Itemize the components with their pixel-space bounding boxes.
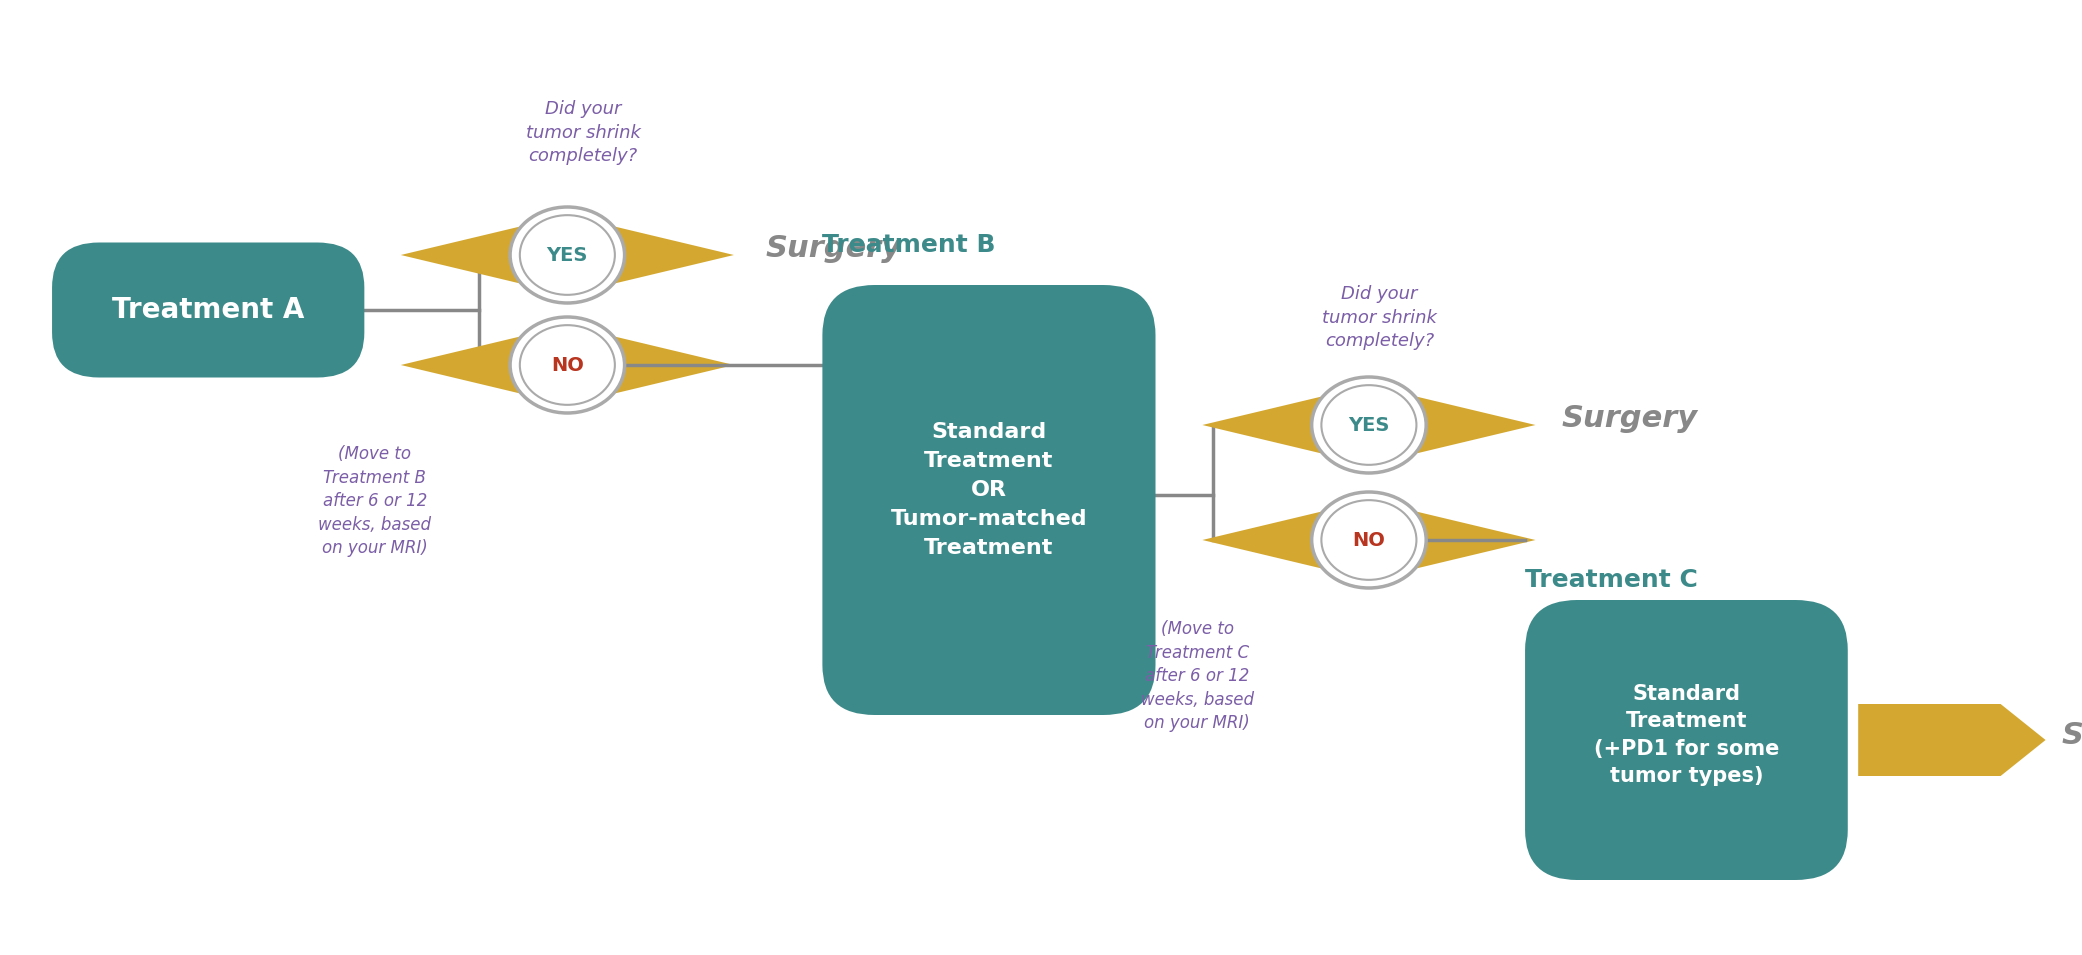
Ellipse shape <box>1322 500 1416 580</box>
Text: Standard
Treatment
OR
Tumor-matched
Treatment: Standard Treatment OR Tumor-matched Trea… <box>891 422 1087 558</box>
Ellipse shape <box>1312 377 1426 473</box>
Text: NO: NO <box>552 355 583 374</box>
Ellipse shape <box>510 317 625 413</box>
Ellipse shape <box>520 215 614 295</box>
Text: YES: YES <box>1349 415 1389 435</box>
FancyBboxPatch shape <box>822 285 1156 715</box>
Text: (Move to
Treatment B
after 6 or 12
weeks, based
on your MRI): (Move to Treatment B after 6 or 12 weeks… <box>319 445 431 558</box>
Polygon shape <box>400 332 566 397</box>
Polygon shape <box>1859 704 2047 776</box>
Ellipse shape <box>510 207 625 303</box>
Text: Did your
tumor shrink
completely?: Did your tumor shrink completely? <box>1322 285 1437 350</box>
FancyBboxPatch shape <box>52 243 364 377</box>
Polygon shape <box>1370 507 1537 572</box>
Text: Treatment C: Treatment C <box>1524 568 1699 592</box>
Text: Surgery: Surgery <box>2061 720 2082 750</box>
Text: Surgery: Surgery <box>1562 404 1697 433</box>
Text: Surgery: Surgery <box>766 234 902 263</box>
Polygon shape <box>1203 393 1370 457</box>
Ellipse shape <box>1312 492 1426 588</box>
Polygon shape <box>566 223 735 287</box>
Ellipse shape <box>1322 385 1416 465</box>
FancyBboxPatch shape <box>1524 600 1849 880</box>
Text: Treatment A: Treatment A <box>112 296 304 324</box>
Text: Did your
tumor shrink
completely?: Did your tumor shrink completely? <box>525 100 641 165</box>
Ellipse shape <box>520 325 614 405</box>
Text: (Move to
Treatment C
after 6 or 12
weeks, based
on your MRI): (Move to Treatment C after 6 or 12 weeks… <box>1141 620 1253 732</box>
Text: Treatment B: Treatment B <box>822 233 995 257</box>
Text: NO: NO <box>1353 530 1385 549</box>
Polygon shape <box>566 332 735 397</box>
Text: Standard
Treatment
(+PD1 for some
tumor types): Standard Treatment (+PD1 for some tumor … <box>1593 684 1780 786</box>
Text: YES: YES <box>548 245 587 265</box>
Polygon shape <box>1370 393 1537 457</box>
Polygon shape <box>400 223 566 287</box>
Polygon shape <box>1203 507 1370 572</box>
